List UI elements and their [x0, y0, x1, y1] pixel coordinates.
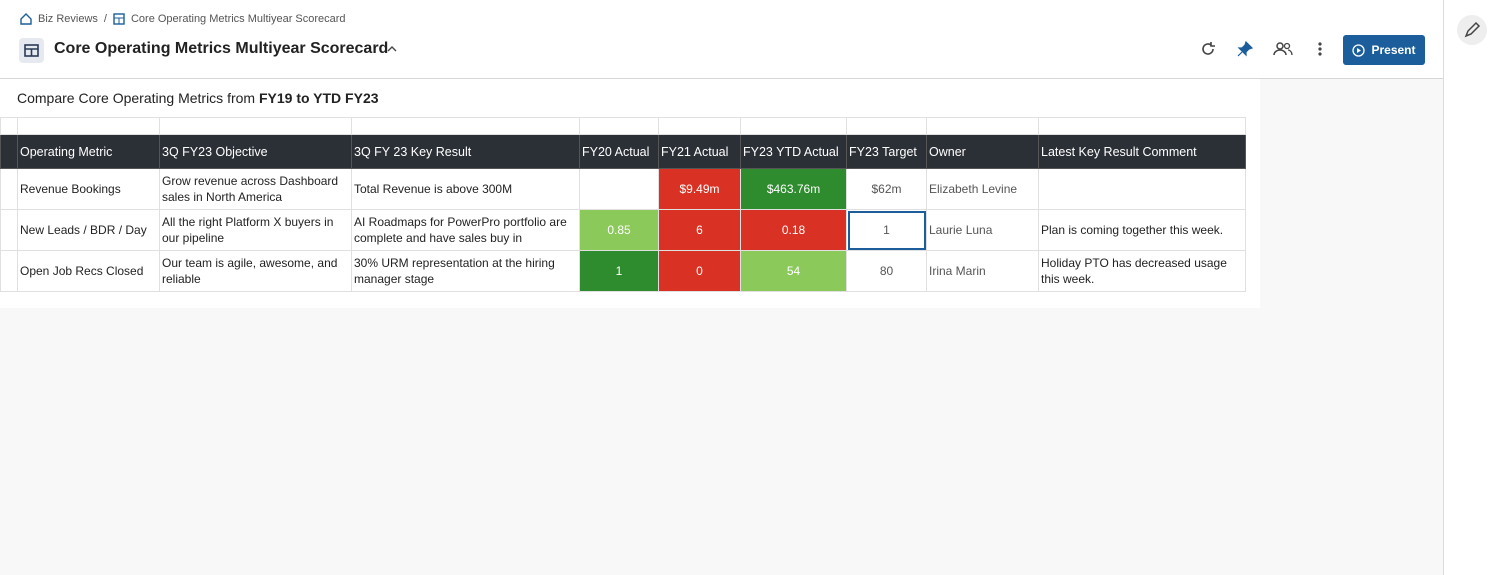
row-gutter [0, 250, 18, 292]
main-area: Biz Reviews / Core Operating Metrics Mul… [0, 0, 1444, 575]
header-row: Operating Metric 3Q FY23 Objective 3Q FY 2… [0, 134, 1246, 169]
breadcrumb-link[interactable]: Biz Reviews [38, 13, 98, 25]
table-cell: 6 [658, 209, 741, 251]
column-header: Latest Key Result Comment [1038, 134, 1246, 169]
column-header: 3Q FY23 Objective [159, 134, 352, 169]
breadcrumb: Biz Reviews / Core Operating Metrics Mul… [20, 13, 346, 25]
spacer-cell [926, 117, 1039, 135]
table-cell: Holiday PTO has decreased usage this wee… [1038, 250, 1246, 292]
spacer-row [0, 117, 1246, 135]
table-cell: Plan is coming together this week. [1038, 209, 1246, 251]
subtitle-emphasis: FY19 to YTD FY23 [258, 90, 379, 106]
side-bar [1444, 0, 1500, 575]
table-cell: Open Job Recs Closed [17, 250, 160, 292]
page-title: Core Operating Metrics Multiyear Scoreca… [54, 40, 389, 57]
table-cell: Total Revenue is above 300M [351, 168, 580, 210]
table-cell: Revenue Bookings [17, 168, 160, 210]
dashboard-icon [19, 38, 44, 63]
column-header: FY23 YTD Actual [740, 134, 847, 169]
row-gutter [0, 209, 18, 251]
table-cell: 0.85 [579, 209, 659, 251]
spacer-cell [1038, 117, 1246, 135]
table-cell: 1 [579, 250, 659, 292]
table-cell: 0 [658, 250, 741, 292]
home-icon [20, 13, 32, 25]
table-cell: All the right Platform X buyers in our p… [159, 209, 352, 251]
present-button[interactable]: Present [1343, 35, 1425, 65]
spacer-cell [658, 117, 741, 135]
spacer-cell [351, 117, 580, 135]
table-cell[interactable]: 1 [846, 209, 927, 251]
spacer-cell [846, 117, 927, 135]
column-header: FY20 Actual [579, 134, 659, 169]
column-header: FY23 Target [846, 134, 927, 169]
table-icon [113, 13, 125, 25]
table-row: Open Job Recs Closed Our team is agile, a… [0, 250, 1246, 292]
refresh-button[interactable] [1199, 40, 1217, 58]
subtitle: Compare Core Operating Metrics from FY19… [17, 90, 379, 106]
table-cell: AI Roadmaps for PowerPro portfolio are c… [351, 209, 580, 251]
table-cell: 0.18 [740, 209, 847, 251]
more-button[interactable] [1315, 41, 1325, 57]
table-cell: Laurie Luna [926, 209, 1039, 251]
column-header: Operating Metric [17, 134, 160, 169]
collapse-button[interactable] [386, 44, 398, 54]
edit-button[interactable] [1456, 14, 1488, 46]
pin-button[interactable] [1236, 40, 1254, 58]
column-header: FY21 Actual [658, 134, 741, 169]
spacer-cell [0, 117, 18, 135]
column-header: 3Q FY 23 Key Result [351, 134, 580, 169]
table-cell: Irina Marin [926, 250, 1039, 292]
table-cell [579, 168, 659, 210]
table-cell: Grow revenue across Dashboard sales in N… [159, 168, 352, 210]
share-button[interactable] [1273, 40, 1293, 58]
spacer-cell [17, 117, 160, 135]
play-icon [1352, 43, 1366, 57]
table-cell: $9.49m [658, 168, 741, 210]
column-header: Owner [926, 134, 1039, 169]
table-cell: 54 [740, 250, 847, 292]
table-row: Revenue Bookings Grow revenue across Dash… [0, 168, 1246, 210]
breadcrumb-separator: / [103, 13, 107, 25]
button-label: Present [1371, 43, 1416, 57]
spacer-cell [740, 117, 847, 135]
table-cell: 80 [846, 250, 927, 292]
subtitle-text: Compare Core Operating Metrics from [17, 90, 259, 106]
table-cell: New Leads / BDR / Day [17, 209, 160, 251]
breadcrumb-link[interactable]: Core Operating Metrics Multiyear Scoreca… [130, 13, 346, 25]
row-gutter [0, 134, 18, 169]
table-cell: $62m [846, 168, 927, 210]
table-row: New Leads / BDR / Day All the right Platf… [0, 209, 1246, 251]
scorecard-table: Operating Metric 3Q FY23 Objective 3Q FY 2… [0, 117, 1246, 292]
top-bar: Biz Reviews / Core Operating Metrics Mul… [0, 0, 1443, 79]
table-cell: 30% URM representation at the hiring man… [351, 250, 580, 292]
spacer-cell [159, 117, 352, 135]
row-gutter [0, 168, 18, 210]
table-cell [1038, 168, 1246, 210]
table-cell: Our team is agile, awesome, and reliable [159, 250, 352, 292]
table-cell: Elizabeth Levine [926, 168, 1039, 210]
spacer-cell [579, 117, 659, 135]
table-cell: $463.76m [740, 168, 847, 210]
